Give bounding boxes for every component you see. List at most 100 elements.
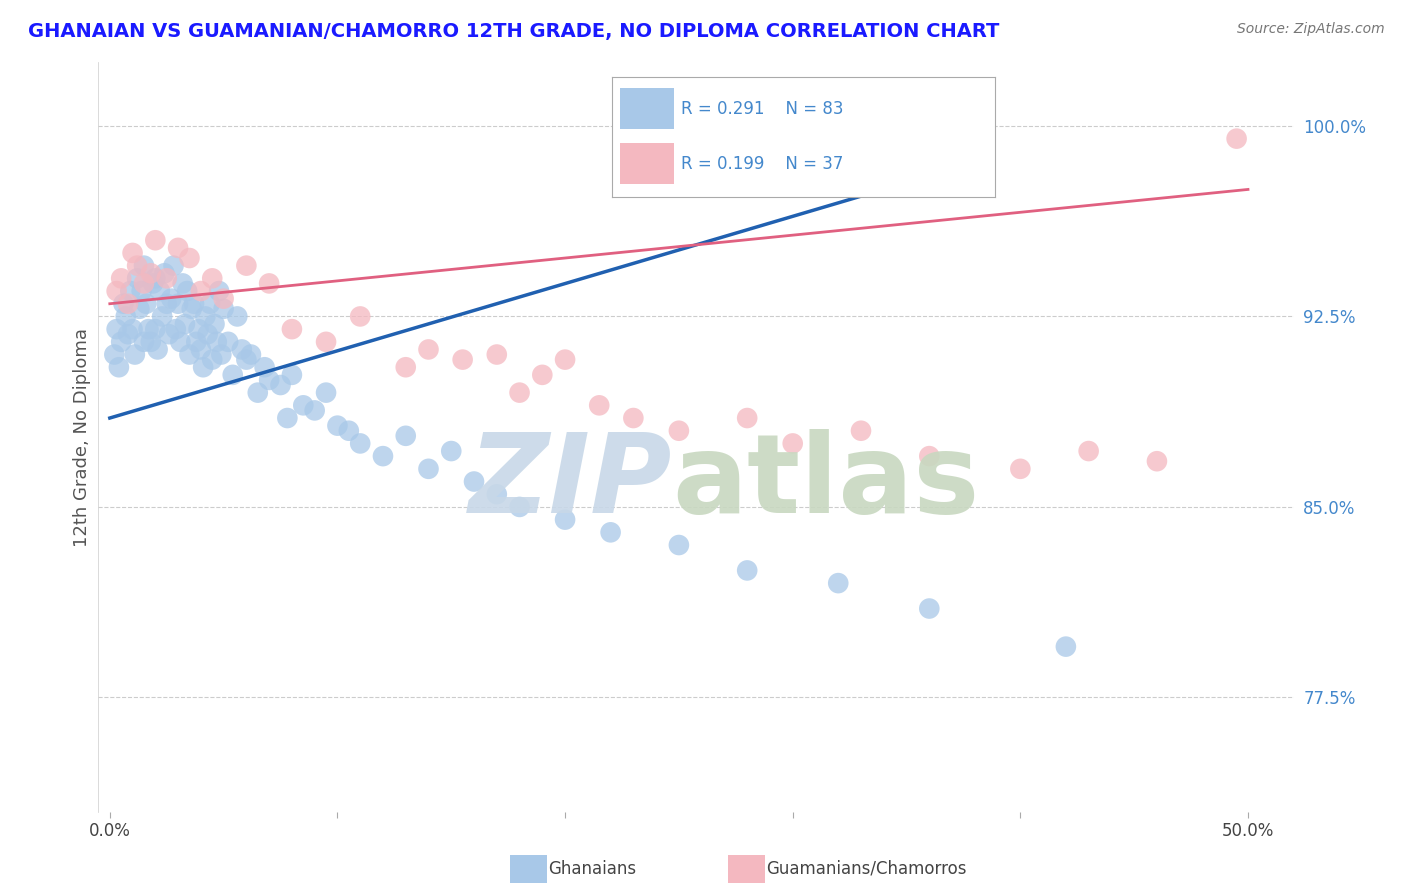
- Point: [554, 352, 576, 367]
- Point: [226, 310, 249, 324]
- Point: [281, 322, 304, 336]
- Point: [201, 352, 224, 367]
- Point: [270, 378, 292, 392]
- Point: [1077, 444, 1099, 458]
- Point: [217, 334, 239, 349]
- Point: [186, 334, 208, 349]
- Point: [599, 525, 621, 540]
- Text: ZIP: ZIP: [468, 428, 672, 535]
- Point: [157, 327, 180, 342]
- Point: [315, 334, 337, 349]
- Point: [554, 513, 576, 527]
- Point: [132, 334, 155, 349]
- Point: [253, 360, 276, 375]
- Point: [190, 284, 212, 298]
- Point: [179, 347, 201, 361]
- Point: [509, 385, 531, 400]
- Point: [169, 334, 191, 349]
- Point: [371, 449, 394, 463]
- Point: [205, 334, 228, 349]
- Point: [197, 327, 219, 342]
- Point: [418, 462, 440, 476]
- Point: [132, 277, 155, 291]
- Text: GHANAIAN VS GUAMANIAN/CHAMORRO 12TH GRADE, NO DIPLOMA CORRELATION CHART: GHANAIAN VS GUAMANIAN/CHAMORRO 12TH GRAD…: [28, 22, 1000, 41]
- Point: [451, 352, 474, 367]
- Point: [131, 284, 153, 298]
- Point: [105, 284, 128, 298]
- Point: [135, 297, 157, 311]
- Point: [827, 576, 849, 591]
- Point: [235, 352, 257, 367]
- Point: [117, 327, 139, 342]
- Point: [463, 475, 485, 489]
- Point: [172, 277, 194, 291]
- Point: [143, 233, 166, 247]
- Point: [121, 246, 143, 260]
- Point: [103, 347, 125, 361]
- Point: [1146, 454, 1168, 468]
- Text: atlas: atlas: [672, 428, 980, 535]
- Point: [292, 398, 315, 412]
- Point: [668, 538, 690, 552]
- Point: [114, 310, 136, 324]
- Point: [127, 271, 149, 285]
- Point: [160, 292, 183, 306]
- Point: [112, 297, 135, 311]
- Point: [138, 322, 160, 336]
- Point: [276, 411, 298, 425]
- Point: [326, 418, 349, 433]
- Point: [127, 259, 149, 273]
- Point: [187, 322, 209, 336]
- Point: [212, 292, 235, 306]
- Point: [176, 284, 198, 298]
- Text: Guamanians/Chamorros: Guamanians/Chamorros: [766, 860, 967, 878]
- Point: [167, 297, 190, 311]
- Point: [418, 343, 440, 357]
- Point: [231, 343, 253, 357]
- Point: [143, 322, 166, 336]
- Point: [209, 347, 232, 361]
- Point: [208, 284, 231, 298]
- Point: [156, 271, 179, 285]
- Point: [395, 360, 418, 375]
- Point: [485, 487, 508, 501]
- Point: [1226, 131, 1249, 145]
- Point: [150, 310, 173, 324]
- Point: [235, 259, 257, 273]
- Point: [139, 266, 162, 280]
- Point: [153, 266, 176, 280]
- Y-axis label: 12th Grade, No Diploma: 12th Grade, No Diploma: [73, 327, 91, 547]
- Point: [918, 601, 941, 615]
- Point: [190, 343, 212, 357]
- Point: [139, 334, 162, 349]
- Point: [337, 424, 360, 438]
- Point: [531, 368, 554, 382]
- Point: [146, 343, 169, 357]
- Point: [735, 411, 758, 425]
- Point: [485, 347, 508, 361]
- Point: [120, 284, 142, 298]
- Point: [621, 411, 644, 425]
- Point: [668, 424, 690, 438]
- Point: [180, 301, 202, 316]
- Point: [281, 368, 304, 382]
- Point: [735, 563, 758, 577]
- Point: [108, 360, 131, 375]
- Point: [395, 429, 418, 443]
- Text: Source: ZipAtlas.com: Source: ZipAtlas.com: [1237, 22, 1385, 37]
- Point: [191, 360, 214, 375]
- Point: [143, 271, 166, 285]
- Point: [149, 284, 172, 298]
- Point: [132, 259, 155, 273]
- Point: [782, 436, 804, 450]
- Point: [162, 259, 184, 273]
- Point: [222, 368, 245, 382]
- Point: [257, 373, 280, 387]
- Point: [315, 385, 337, 400]
- Point: [165, 322, 187, 336]
- Point: [179, 251, 201, 265]
- Point: [246, 385, 269, 400]
- Point: [1010, 462, 1032, 476]
- Point: [117, 297, 139, 311]
- Point: [156, 297, 179, 311]
